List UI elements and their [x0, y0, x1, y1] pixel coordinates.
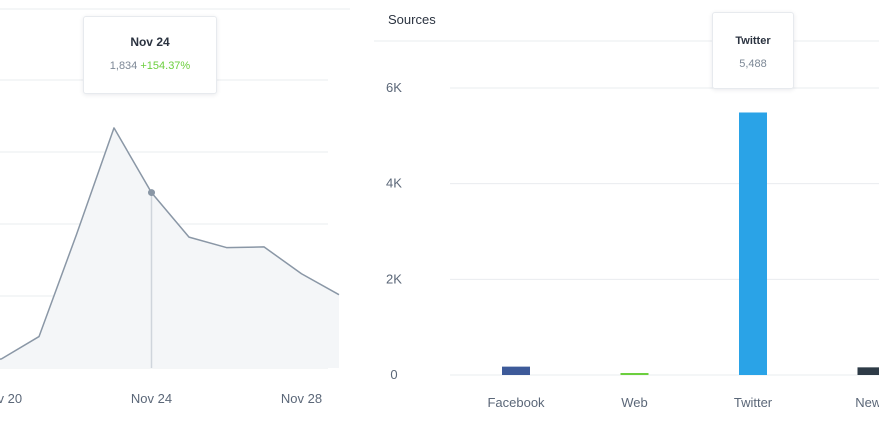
sources-title: Sources	[388, 12, 436, 27]
line-chart-tooltip: Nov 24 1,834 +154.37%	[83, 16, 217, 94]
bar-chart-tooltip: Twitter 5,488	[712, 12, 794, 89]
sources-bar-chart[interactable]: 0 2K 4K 6K Facebook Web Twitter News	[374, 0, 879, 434]
x-tick-label: Nov 20	[0, 391, 22, 406]
area-fill	[0, 127, 339, 368]
bar-news	[857, 367, 879, 375]
tooltip-source: Twitter	[735, 35, 771, 47]
bar-web	[620, 373, 649, 375]
x-tick-label: Nov 28	[281, 391, 322, 406]
tooltip-change: +154.37%	[140, 60, 191, 72]
x-tick-label: Nov 24	[131, 391, 172, 406]
x-tick-label: Facebook	[487, 395, 545, 410]
tooltip-date: Nov 24	[130, 35, 170, 49]
sources-panel: Sources 0 2K 4K 6K Facebook Web Twitter News Tw…	[374, 0, 879, 434]
hover-point	[148, 189, 155, 197]
traffic-line-chart[interactable]: Nov 20 Nov 24 Nov 28	[0, 0, 350, 434]
x-tick-label: Web	[621, 395, 648, 410]
y-tick-label: 4K	[386, 176, 402, 191]
y-tick-label: 6K	[386, 80, 402, 95]
tooltip-count: 5,488	[739, 58, 767, 70]
traffic-line-chart-panel: Nov 20 Nov 24 Nov 28 Nov 24 1,834 +154.37%	[0, 0, 350, 434]
x-tick-label: News	[855, 395, 879, 410]
y-tick-label: 0	[390, 367, 397, 382]
y-tick-label: 2K	[386, 271, 402, 286]
tooltip-value: 1,834	[109, 60, 138, 72]
x-tick-label: Twitter	[734, 395, 773, 410]
bar-twitter	[739, 112, 767, 376]
bar-facebook	[502, 366, 530, 375]
